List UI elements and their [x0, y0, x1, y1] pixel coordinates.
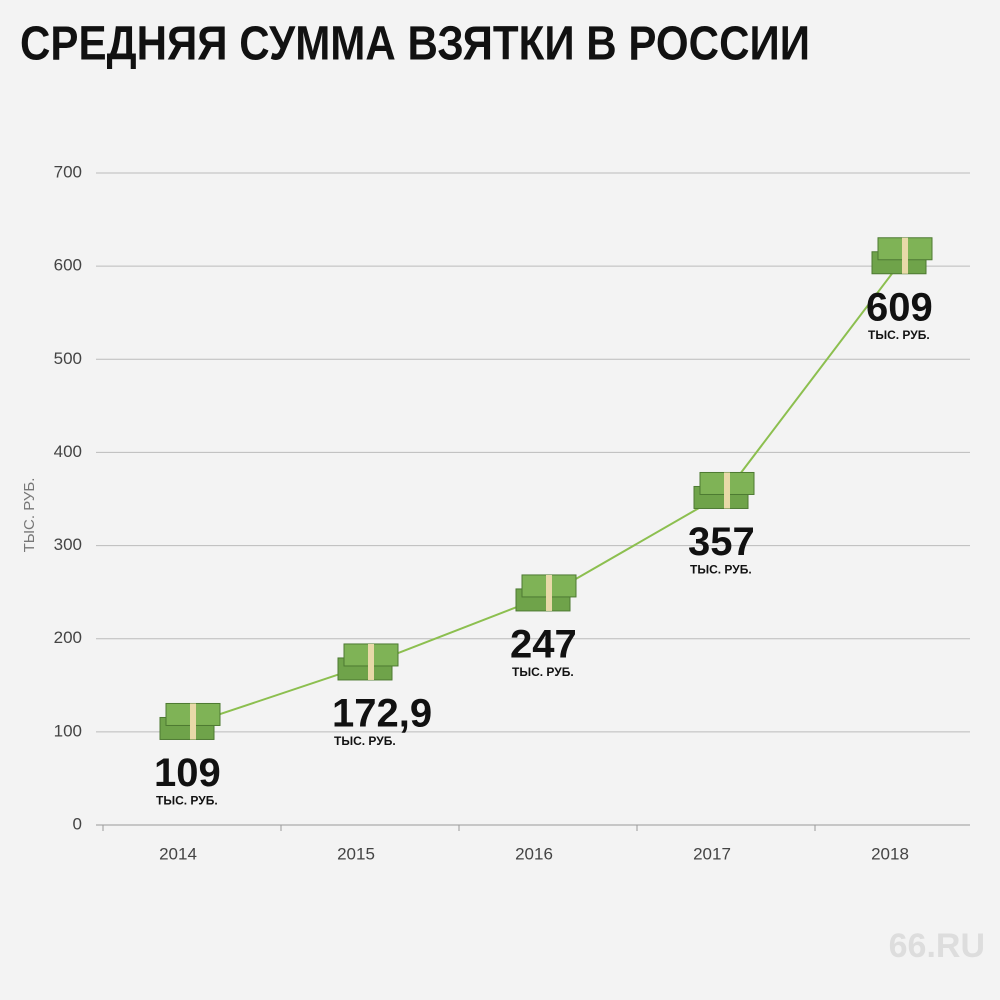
y-tick-label: 600 — [54, 256, 82, 275]
x-tick-label: 2018 — [871, 844, 909, 863]
value-label: 109 — [154, 751, 221, 795]
band — [724, 472, 730, 509]
y-tick-label: 100 — [54, 721, 82, 740]
y-tick-label: 500 — [54, 349, 82, 368]
money-stack — [159, 702, 221, 740]
band — [546, 574, 552, 611]
money-stack — [337, 643, 399, 681]
value-unit: ТЫС. РУБ. — [512, 665, 574, 679]
x-tick-label: 2014 — [159, 844, 197, 863]
value-label: 172,9 — [332, 692, 432, 736]
value-unit: ТЫС. РУБ. — [868, 328, 930, 342]
watermark: 66.RU — [889, 927, 985, 965]
y-tick-label: 700 — [54, 162, 82, 181]
value-unit: ТЫС. РУБ. — [156, 794, 218, 808]
value-unit: ТЫС. РУБ. — [690, 563, 752, 577]
money-stack — [515, 574, 577, 612]
value-unit: ТЫС. РУБ. — [334, 734, 396, 748]
y-tick-label: 300 — [54, 535, 82, 554]
value-label: 609 — [866, 285, 933, 329]
value-label: 357 — [688, 520, 755, 564]
money-stack — [871, 237, 933, 275]
x-tick-label: 2016 — [515, 844, 553, 863]
band — [190, 703, 196, 740]
x-tick-label: 2017 — [693, 844, 731, 863]
x-tick-label: 2015 — [337, 844, 375, 863]
band — [902, 237, 908, 274]
y-tick-label: 0 — [73, 814, 82, 833]
chart-title: СРЕДНЯЯ СУММА ВЗЯТКИ В РОССИИ — [20, 18, 810, 71]
value-label: 247 — [510, 622, 577, 666]
y-tick-label: 400 — [54, 442, 82, 461]
money-stack — [693, 471, 755, 509]
y-tick-label: 200 — [54, 628, 82, 647]
y-axis-label: ТЫС. РУБ. — [21, 478, 38, 553]
band — [368, 643, 374, 680]
